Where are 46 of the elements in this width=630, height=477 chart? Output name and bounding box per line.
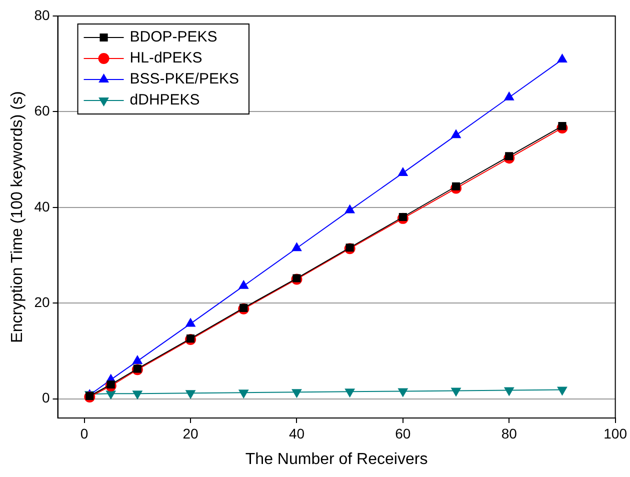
point: [451, 388, 461, 396]
y-tick-label: 80: [34, 6, 50, 23]
y-tick-label: 0: [42, 390, 50, 406]
y-axis-title: Encryption Time (100 keywords) (s): [9, 91, 26, 343]
legend-label: HL-dPEKS: [130, 50, 202, 67]
point: [557, 54, 568, 63]
legend-label: BDOP-PEKS: [130, 28, 218, 46]
point: [132, 356, 142, 364]
point: [558, 122, 566, 130]
point: [238, 280, 248, 289]
point: [504, 92, 514, 100]
x-tick-label: 60: [395, 425, 411, 442]
x-tick-label: 40: [288, 425, 305, 442]
legend-label: dDHPEKS: [130, 92, 200, 109]
point: [132, 390, 142, 400]
point: [505, 152, 514, 160]
point: [186, 390, 196, 399]
y-tick-label: 20: [34, 294, 50, 310]
y-tick-label: 40: [34, 198, 50, 214]
x-tick-label: 20: [182, 425, 199, 442]
point: [344, 388, 355, 398]
point: [451, 130, 461, 138]
point: [398, 212, 407, 222]
point: [133, 364, 142, 373]
point: [186, 318, 196, 327]
y-tick-label: 60: [34, 102, 50, 119]
point: [452, 182, 460, 190]
point: [292, 274, 301, 282]
point: [292, 242, 302, 252]
point: [106, 380, 115, 389]
point: [238, 390, 248, 398]
legend-label: BSS-PKE/PEKS: [130, 70, 239, 88]
point: [504, 387, 514, 396]
point: [292, 389, 302, 398]
point: [398, 388, 408, 397]
point: [106, 390, 116, 400]
point: [186, 334, 195, 343]
x-tick-label: 0: [80, 425, 88, 442]
x-tick-label: 80: [501, 425, 518, 442]
point: [344, 204, 355, 214]
x-tick-label: 100: [604, 425, 628, 442]
point: [398, 167, 408, 176]
x-axis-title: The Number of Receivers: [245, 450, 428, 468]
point: [240, 304, 248, 312]
point: [557, 386, 568, 396]
point: [346, 244, 354, 252]
